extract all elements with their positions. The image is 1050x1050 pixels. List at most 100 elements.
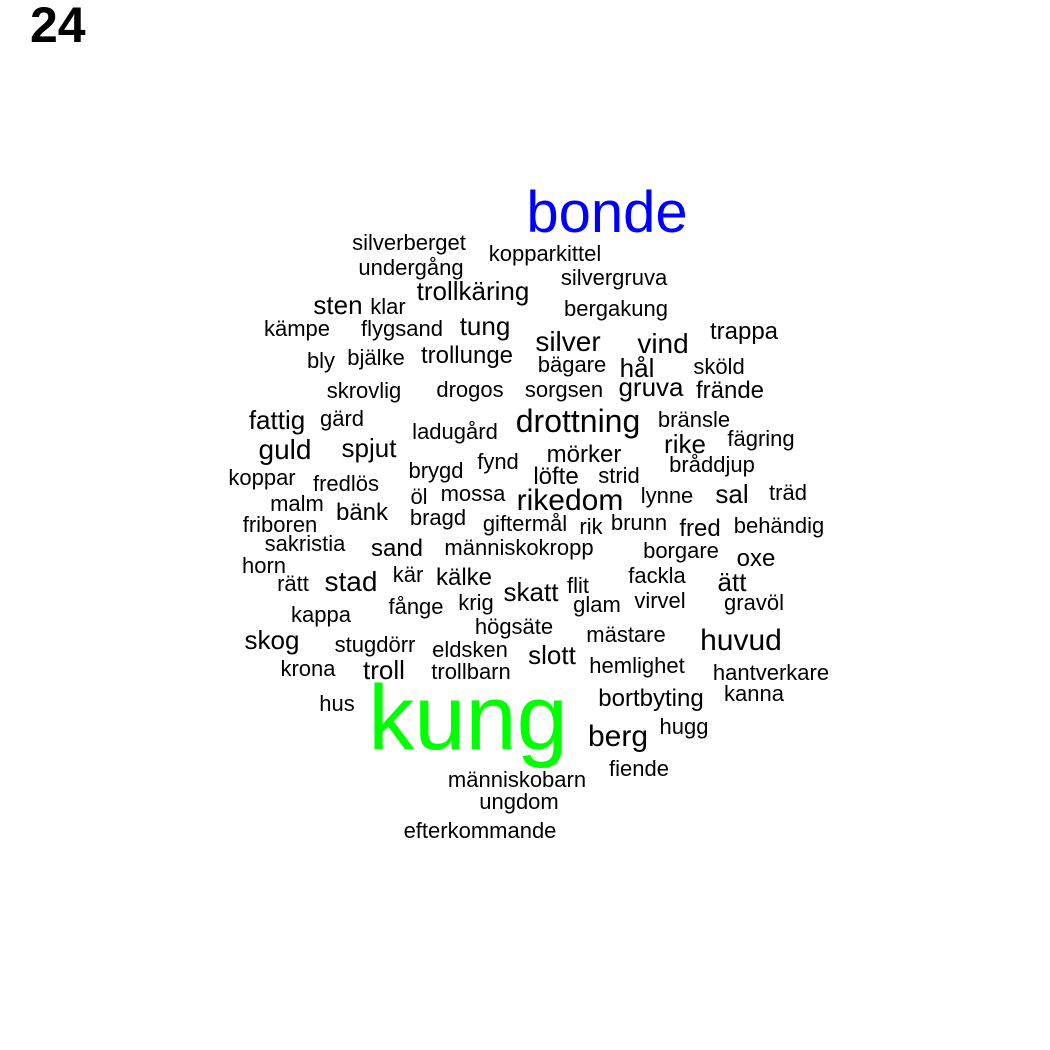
- cloud-word: sakristia: [264, 531, 346, 556]
- cloud-word: rätt: [277, 571, 309, 596]
- cloud-word: skog: [244, 625, 300, 655]
- cloud-word: sköld: [693, 354, 745, 379]
- cloud-word: hugg: [659, 714, 709, 739]
- cloud-word: troll: [363, 655, 405, 685]
- cloud-word: bly: [306, 348, 336, 373]
- cloud-word: kopparkittel: [488, 241, 602, 266]
- cloud-word: stugdörr: [334, 632, 416, 657]
- cloud-word: friboren: [242, 512, 318, 537]
- cloud-word: bägare: [537, 352, 607, 377]
- cloud-word: gruva: [618, 372, 684, 402]
- cloud-word: frände: [695, 377, 765, 404]
- cloud-word: krig: [458, 590, 494, 615]
- cloud-word: horn: [241, 553, 287, 578]
- cloud-word: fackla: [628, 563, 686, 588]
- cloud-word: drottning: [515, 403, 641, 439]
- cloud-word: malm: [270, 491, 324, 516]
- cloud-word: eldsken: [432, 637, 508, 662]
- cloud-word: trappa: [709, 318, 779, 345]
- cloud-word: guld: [258, 434, 312, 465]
- cloud-word: efterkommande: [403, 818, 557, 843]
- cloud-word: brygd: [408, 458, 464, 483]
- cloud-word: ätt: [717, 567, 747, 597]
- cloud-word: mästare: [586, 622, 666, 647]
- cloud-word: hus: [319, 691, 355, 716]
- cloud-word: flit: [567, 573, 589, 598]
- cloud-word: brunn: [610, 510, 668, 535]
- cloud-word: stad: [324, 566, 378, 597]
- cloud-word: kämpe: [263, 316, 331, 341]
- cloud-word: bråddjup: [669, 452, 755, 477]
- cloud-word: borgare: [643, 538, 719, 563]
- cloud-word: fredlös: [312, 471, 380, 496]
- cloud-word: sten: [313, 290, 363, 320]
- cloud-word: vind: [637, 328, 689, 359]
- cloud-word: människobarn: [447, 767, 587, 792]
- cloud-word: lynne: [640, 483, 694, 508]
- cloud-word: rike: [664, 429, 706, 459]
- cloud-word: tung: [459, 311, 511, 341]
- cloud-word: skrovlig: [326, 378, 402, 403]
- cloud-word: giftermål: [482, 511, 568, 536]
- cloud-word: klar: [370, 294, 406, 319]
- cloud-word: krona: [280, 656, 336, 681]
- cloud-word: bränsle: [657, 407, 731, 432]
- cloud-word: fynd: [477, 449, 519, 474]
- cloud-word: ungdom: [479, 789, 559, 814]
- cloud-word: sal: [715, 479, 749, 509]
- cloud-word: kär: [392, 562, 424, 587]
- cloud-word: bergakung: [564, 296, 668, 321]
- cloud-word: hantverkare: [712, 660, 830, 685]
- cloud-word: hemlighet: [589, 653, 685, 678]
- cloud-word: huvud: [700, 624, 782, 657]
- cloud-word: silvergruva: [560, 265, 668, 290]
- cloud-word: öl: [410, 484, 428, 509]
- cloud-word: kung: [368, 667, 568, 769]
- cloud-word: silver: [535, 326, 601, 357]
- cloud-word: gravöl: [724, 590, 784, 615]
- cloud-word: undergång: [358, 255, 464, 280]
- cloud-word: flygsand: [361, 316, 443, 341]
- cloud-word: bänk: [335, 499, 389, 526]
- cloud-word: skatt: [503, 577, 559, 607]
- cloud-word: kälke: [435, 564, 493, 591]
- cloud-word: rik: [579, 514, 603, 539]
- cloud-word: bonde: [526, 180, 688, 245]
- cloud-word: berg: [587, 720, 649, 753]
- cloud-word: gärd: [319, 406, 365, 431]
- cloud-word: glam: [573, 592, 621, 617]
- cloud-word: virvel: [634, 588, 686, 613]
- cloud-word: fånge: [388, 594, 444, 619]
- cloud-word: trollunge: [420, 342, 514, 369]
- cloud-word: koppar: [228, 465, 296, 490]
- cloud-word: sand: [370, 535, 424, 562]
- cloud-word: mörker: [546, 441, 622, 468]
- cloud-word: trollkäring: [416, 276, 530, 306]
- cloud-word: rikedom: [516, 484, 624, 517]
- cloud-word: fattig: [248, 405, 306, 435]
- cloud-word: löfte: [533, 463, 579, 490]
- cloud-word: fägring: [727, 426, 795, 451]
- cloud-word: spjut: [341, 433, 397, 463]
- cloud-word: bjälke: [347, 345, 405, 370]
- cloud-word: mossa: [440, 481, 506, 506]
- cloud-word: bragd: [409, 505, 467, 530]
- cloud-word: ladugård: [412, 419, 498, 444]
- cloud-word: silverberget: [352, 230, 466, 255]
- cloud-word: slott: [528, 640, 576, 670]
- cloud-word: träd: [769, 480, 807, 505]
- cloud-word: kanna: [724, 681, 784, 706]
- cloud-word: drogos: [436, 377, 504, 402]
- cloud-word: kappa: [291, 602, 351, 627]
- cloud-word: fiende: [609, 756, 669, 781]
- cloud-word: fred: [679, 515, 721, 542]
- cloud-word: oxe: [736, 545, 776, 572]
- cloud-word: behändig: [733, 513, 825, 538]
- cloud-word: strid: [598, 463, 640, 488]
- cloud-word: hål: [619, 353, 655, 383]
- cloud-word: högsäte: [474, 614, 554, 639]
- cloud-word: bortbyting: [598, 685, 704, 712]
- cloud-word: sorgsen: [524, 377, 604, 402]
- page-number: 24: [30, 0, 86, 53]
